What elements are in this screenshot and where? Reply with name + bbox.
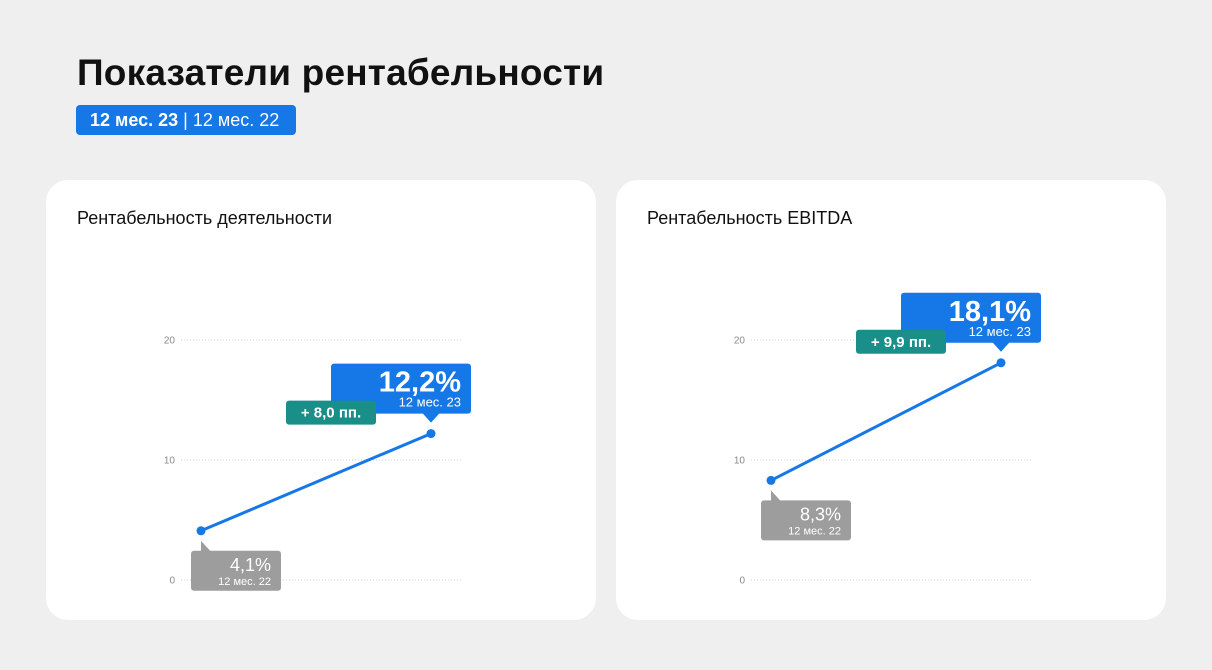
- period-previous-label: 12 мес. 22: [192, 110, 280, 130]
- data-point-current: [996, 358, 1006, 368]
- value-label-previous: 4,1%: [230, 555, 271, 575]
- y-tick-label: 20: [164, 336, 176, 347]
- callout-pointer: [771, 490, 781, 502]
- callout-pointer: [992, 341, 1010, 352]
- period-badge[interactable]: 12 мес. 23 | 12 мес. 22: [76, 105, 296, 135]
- value-label-current: 12,2%: [379, 367, 461, 399]
- y-tick-label: 0: [169, 576, 175, 587]
- callout-previous: [761, 500, 851, 541]
- chart-card-operating-margin: Рентабельность деятельности 0 10 20 4,1% 12 …: [46, 180, 596, 620]
- period-label-current: 12 мес. 23: [969, 324, 1031, 339]
- y-tick-label: 10: [734, 456, 746, 467]
- y-tick-label: 0: [739, 576, 745, 587]
- period-current-label: 12 мес. 23: [90, 110, 179, 130]
- line-chart: 0 10 20 8,3%12 мес. 22 18,1%12 мес. 23 + 9,9 …: [734, 292, 1041, 587]
- data-point-current: [426, 429, 436, 439]
- series-line: [199, 432, 433, 533]
- line-chart: 0 10 20 4,1%12 мес. 22 12,2%12 мес. 23 + 8,0 …: [164, 336, 471, 591]
- delta-label: + 8,0 пп.: [301, 405, 361, 422]
- value-label-previous: 8,3%: [800, 504, 841, 524]
- period-separator: |: [183, 110, 188, 130]
- callout-pointer: [422, 412, 440, 423]
- chart-title: Рентабельность деятельности: [77, 208, 333, 228]
- chart-card-ebitda-margin: Рентабельность EBITDA 0 10 20 8,3% 12 мес. 2…: [616, 180, 1166, 620]
- callout-previous: [191, 550, 281, 591]
- period-label-current: 12 мес. 23: [399, 395, 461, 410]
- data-point-previous: [766, 475, 776, 485]
- delta-badge: [286, 400, 376, 425]
- page-title: Показатели рентабельности: [77, 52, 605, 93]
- y-tick-label: 10: [164, 456, 176, 467]
- series-line: [769, 361, 1003, 482]
- delta-label: + 9,9 пп.: [871, 334, 931, 351]
- data-point-previous: [196, 526, 206, 536]
- period-label-previous: 12 мес. 22: [218, 576, 271, 588]
- callout-pointer: [201, 540, 211, 552]
- period-label-previous: 12 мес. 22: [788, 525, 841, 537]
- value-label-current: 18,1%: [949, 296, 1031, 328]
- y-tick-label: 20: [734, 336, 746, 347]
- delta-badge: [856, 329, 946, 354]
- chart-title: Рентабельность EBITDA: [647, 208, 853, 228]
